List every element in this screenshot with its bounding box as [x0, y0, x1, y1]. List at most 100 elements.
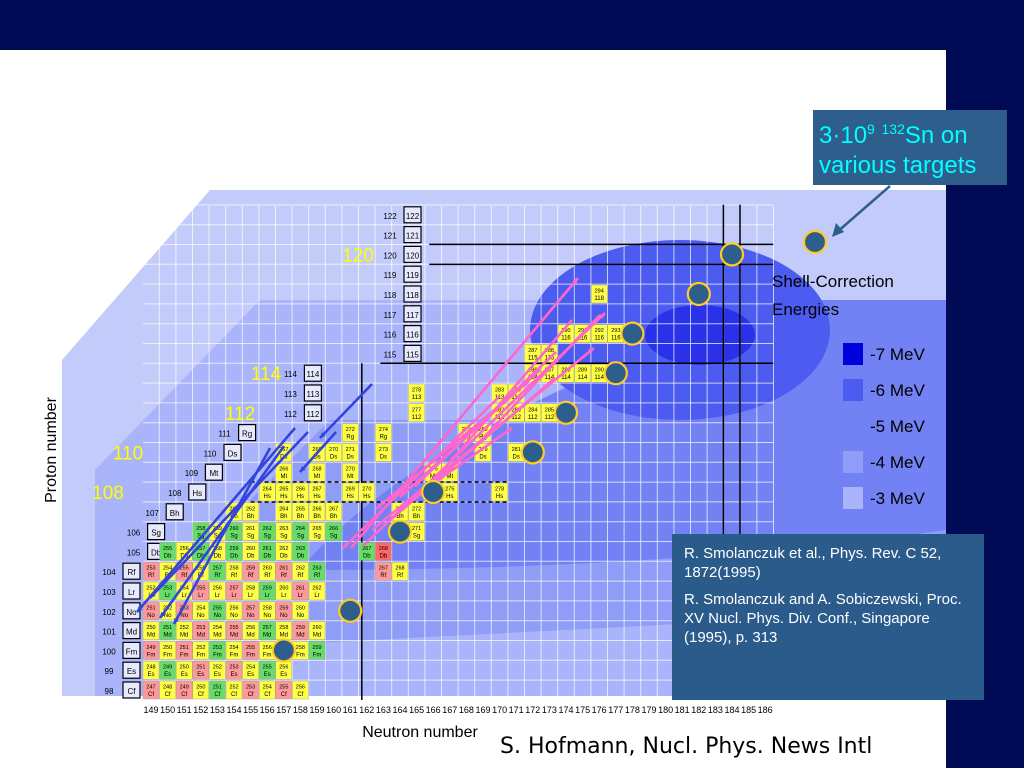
- nuclide-cell: [225, 661, 243, 680]
- nuclide-symbol: Cf: [264, 692, 270, 698]
- nuclide-mass: 272: [346, 427, 355, 433]
- nuclide-mass: 267: [379, 566, 388, 572]
- blue-decay-arrow: [299, 431, 337, 473]
- nuclide-symbol: 112: [511, 415, 521, 421]
- nuclide-symbol: Lr: [215, 593, 220, 599]
- element-label-z: 111: [219, 430, 232, 439]
- sn-pointer-line: [835, 185, 891, 234]
- nuclide-cell: [292, 542, 309, 561]
- nuclide-mass: 258: [279, 625, 288, 631]
- nuclide-symbol: Md: [180, 633, 188, 639]
- blue-decay-arrow-head: [300, 466, 306, 472]
- nuclide-mass: 264: [296, 526, 305, 532]
- nuclide-symbol: No: [247, 613, 255, 619]
- nuclide-cell: [175, 641, 193, 660]
- target-marker: [421, 479, 446, 505]
- nuclide-cell: [259, 621, 276, 640]
- legend-label: -4 MeV: [870, 453, 925, 472]
- element-label-z: 99: [105, 667, 114, 676]
- nuclide-mass: 254: [263, 685, 272, 691]
- nuclide-cell: [225, 562, 243, 581]
- nuclide-cell: [275, 463, 292, 482]
- pink-decay-arrow: [469, 314, 601, 453]
- nuclide-mass: 249: [163, 665, 172, 671]
- nuclide-symbol: No: [214, 613, 222, 619]
- nuclide-mass: 260: [296, 605, 305, 611]
- nuclide-symbol: 116: [611, 336, 621, 342]
- target-marker: [686, 281, 711, 307]
- nuclide-symbol: Fm: [213, 652, 222, 658]
- nuclide-symbol: Sg: [330, 534, 337, 540]
- nuclide-cell: [275, 680, 292, 700]
- nuclide-mass: 247: [146, 685, 155, 691]
- sn-targets-box: 3·109 132Sn on various targets: [813, 110, 1007, 185]
- nuclide-symbol: Md: [163, 633, 171, 639]
- nuclide-symbol: Sg: [297, 534, 304, 540]
- nuclide-symbol: Fm: [196, 652, 205, 658]
- nuclide-symbol: Rf: [248, 573, 254, 579]
- nuclide-cell: [225, 621, 243, 640]
- nuclide-mass: 254: [180, 586, 189, 592]
- nuclide-mass: 256: [196, 566, 205, 572]
- nuclide-symbol: 118: [594, 296, 604, 302]
- nuclide-symbol: 112: [412, 415, 422, 421]
- nuclide-symbol: Mt: [446, 474, 453, 480]
- sn-tail: Sn on: [904, 122, 968, 149]
- nuclide-mass: 285: [545, 407, 554, 413]
- x-tick-label: 156: [260, 705, 275, 715]
- pink-decay-arrow-head: [415, 480, 421, 486]
- nuclide-cell: [259, 482, 276, 502]
- magic-number-label: 108: [92, 483, 124, 504]
- nuclide-mass: 260: [312, 625, 321, 631]
- element-label-z: 107: [146, 509, 160, 518]
- nuclide-mass: 257: [213, 566, 222, 572]
- nuclide-mass: 259: [246, 566, 255, 572]
- element-label-z: 115: [384, 350, 397, 359]
- nuclide-symbol: Bh: [247, 514, 254, 520]
- target-marker: [387, 519, 413, 544]
- nuclide-symbol: 116: [578, 336, 588, 342]
- element-label-text: No: [126, 608, 137, 617]
- element-label-text: Hs: [192, 489, 202, 498]
- nuclide-symbol: Bh: [330, 514, 337, 520]
- nuclide-mass: 253: [229, 665, 238, 671]
- nuclide-symbol: Es: [147, 672, 154, 678]
- nuclide-symbol: Bh: [297, 514, 304, 520]
- nuclide-mass: 267: [329, 506, 338, 512]
- nuclide-cell: [308, 641, 326, 660]
- nuclide-symbol: Lr: [265, 593, 270, 599]
- nuclide-mass: 262: [312, 586, 321, 592]
- nuclide-symbol: Fm: [163, 652, 172, 658]
- nuclide-mass: 260: [279, 586, 288, 592]
- nuclide-mass: 252: [146, 586, 155, 592]
- nuclide-mass: 257: [246, 605, 255, 611]
- x-tick-label: 158: [293, 705, 308, 715]
- nuclide-symbol: 112: [545, 415, 555, 421]
- legend-label: -5 MeV: [870, 417, 925, 436]
- nuclide-mass: 261: [263, 546, 272, 552]
- nuclide-cell: [275, 522, 292, 541]
- nuclide-cell: [259, 581, 276, 601]
- x-tick-label: 161: [343, 705, 358, 715]
- nuclide-mass: 252: [213, 665, 222, 671]
- element-label-text: Es: [127, 667, 136, 676]
- element-label-box: [238, 424, 257, 442]
- nuclide-symbol: Rf: [181, 573, 187, 579]
- nuclide-cell: [591, 324, 608, 343]
- blue-decay-arrow-head: [174, 618, 179, 624]
- nuclide-symbol: 116: [594, 336, 604, 342]
- nuclide-cell: [275, 562, 292, 581]
- nuclide-mass: 270: [329, 447, 338, 453]
- nuclide-cell: [308, 581, 326, 601]
- nuclide-mass: 278: [412, 388, 421, 394]
- x-tick-label: 171: [509, 705, 524, 715]
- nuclide-symbol: Hs: [363, 494, 370, 500]
- nuclide-cell: [175, 661, 193, 680]
- nuclide-symbol: Rf: [297, 573, 303, 579]
- x-tick-label: 149: [143, 705, 158, 715]
- nuclide-cell: [242, 621, 259, 640]
- element-label-box: [403, 305, 422, 323]
- nuclide-mass: 255: [196, 586, 205, 592]
- nuclide-mass: 267: [312, 487, 321, 493]
- nuclide-cell: [292, 562, 309, 581]
